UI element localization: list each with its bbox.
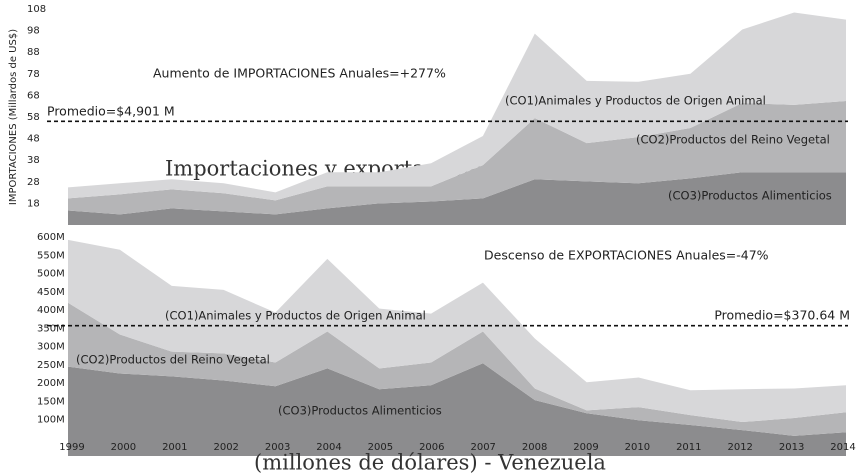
series-label: (CO2)Productos del Reino Vegetal — [636, 133, 830, 147]
y-tick-label: 100M — [37, 415, 65, 426]
y-tick-label: 88 — [27, 47, 40, 58]
x-tick-label: 2003 — [265, 442, 290, 453]
area — [68, 302, 846, 436]
area — [68, 363, 846, 456]
annotation: Aumento de IMPORTACIONES Anuales=+277% — [153, 66, 446, 81]
x-tick-label: 2008 — [522, 442, 547, 453]
y-tick-label: 28 — [27, 177, 40, 188]
x-tick-label: 2004 — [316, 442, 341, 453]
x-tick-label: 2014 — [830, 442, 855, 453]
x-tick-label: 2006 — [419, 442, 444, 453]
y-tick-label: 200M — [37, 378, 65, 389]
x-tick-label: 2000 — [111, 442, 136, 453]
x-tick-label: 2009 — [573, 442, 598, 453]
series-label: (CO3)Productos Alimenticios — [278, 404, 442, 418]
y-tick-label: 78 — [27, 69, 40, 80]
area — [68, 101, 846, 215]
y-tick-label: 18 — [27, 198, 40, 209]
series-label: (CO2)Productos del Reino Vegetal — [76, 353, 270, 367]
x-tick-label: 1999 — [59, 442, 84, 453]
y-axis-label: IMPORTACIONES (Millardos de US$) — [8, 29, 19, 205]
average-label: Promedio=$4,901 M — [47, 104, 175, 119]
x-tick-label: 2012 — [727, 442, 752, 453]
y-tick-label: 350M — [37, 323, 65, 334]
y-tick-label: 68 — [27, 90, 40, 101]
x-tick-label: 2011 — [676, 442, 701, 453]
y-tick-label: 450M — [37, 287, 65, 298]
x-tick-label: 2001 — [162, 442, 187, 453]
x-tick-label: 2005 — [368, 442, 393, 453]
annotation: Descenso de EXPORTACIONES Anuales=-47% — [484, 248, 769, 263]
y-tick-label: 38 — [27, 155, 40, 166]
y-tick-label: 400M — [37, 305, 65, 316]
chart-subtitle: (millones de dólares) - Venezuela — [254, 451, 606, 475]
y-tick-label: 550M — [37, 250, 65, 261]
y-tick-label: 300M — [37, 342, 65, 353]
y-tick-label: 58 — [27, 112, 40, 123]
average-label: Promedio=$370.64 M — [714, 308, 850, 323]
x-tick-label: 2007 — [470, 442, 495, 453]
series-label: (CO1)Animales y Productos de Origen Anim… — [505, 94, 766, 108]
y-tick-label: 150M — [37, 396, 65, 407]
area — [68, 172, 846, 225]
x-tick-label: 2002 — [213, 442, 238, 453]
series-label: (CO3)Productos Alimenticios — [668, 189, 832, 203]
y-tick-label: 108 — [27, 4, 46, 15]
area — [68, 239, 846, 423]
y-tick-label: 500M — [37, 269, 65, 280]
y-tick-label: 98 — [27, 26, 40, 37]
y-tick-label: 250M — [37, 360, 65, 371]
y-tick-label: 600M — [37, 232, 65, 243]
x-tick-label: 2013 — [779, 442, 804, 453]
x-tick-label: 2010 — [625, 442, 650, 453]
series-label: (CO1)Animales y Productos de Origen Anim… — [165, 309, 426, 323]
y-tick-label: 48 — [27, 134, 40, 145]
area — [68, 12, 846, 201]
